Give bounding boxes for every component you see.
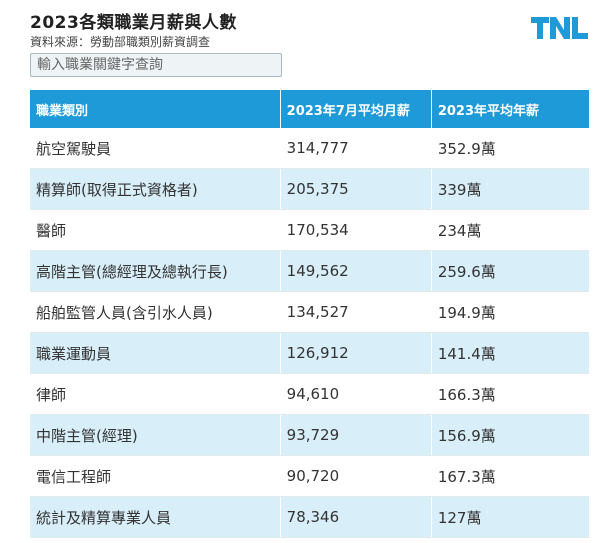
cell-occupation: 律師 [30,373,281,415]
cell-monthly: 314,777 [280,128,432,169]
table-row: 船舶監管人員(含引水人員) 134,527 194.9萬 [30,291,589,333]
table-row: 中階主管(經理) 93,729 156.9萬 [30,414,589,456]
cell-occupation: 電信工程師 [30,455,281,497]
cell-occupation: 船舶監管人員(含引水人員) [30,291,281,333]
cell-occupation: 高階主管(總經理及總執行長) [30,250,281,292]
cell-monthly: 90,720 [280,455,432,497]
cell-monthly: 78,346 [280,496,432,538]
cell-annual: 234萬 [431,209,589,251]
cell-annual: 141.4萬 [431,332,589,374]
cell-annual: 166.3萬 [431,373,589,415]
cell-occupation: 精算師(取得正式資格者) [30,168,281,210]
table-row: 電信工程師 90,720 167.3萬 [30,455,589,497]
cell-monthly: 205,375 [280,168,432,210]
table-header-row: 職業類別 2023年7月平均月薪 2023年平均年薪 [30,90,589,128]
pagination-hint [250,538,370,543]
cell-occupation: 中階主管(經理) [30,414,281,456]
column-header-monthly[interactable]: 2023年7月平均月薪 [280,90,432,128]
table-row: 職業運動員 126,912 141.4萬 [30,332,589,374]
cell-monthly: 134,527 [280,291,432,333]
cell-annual: 339萬 [431,168,589,210]
tnl-logo [531,17,588,39]
table-row: 航空駕駛員 314,777 352.9萬 [30,128,589,169]
cell-annual: 156.9萬 [431,414,589,456]
data-source: 資料來源：勞動部職類別薪資調查 [30,35,211,49]
table-row: 高階主管(總經理及總執行長) 149,562 259.6萬 [30,250,589,292]
search-input[interactable] [30,53,282,77]
column-header-occupation[interactable]: 職業類別 [30,90,281,128]
cell-occupation: 醫師 [30,209,281,251]
table-row: 精算師(取得正式資格者) 205,375 339萬 [30,168,589,210]
page-title: 2023各類職業月薪與人數 [30,13,237,33]
cell-occupation: 職業運動員 [30,332,281,374]
table-row: 醫師 170,534 234萬 [30,209,589,251]
column-header-annual[interactable]: 2023年平均年薪 [431,90,589,128]
cell-monthly: 94,610 [280,373,432,415]
cell-occupation: 統計及精算專業人員 [30,496,281,538]
table-row: 統計及精算專業人員 78,346 127萬 [30,496,589,538]
cell-monthly: 149,562 [280,250,432,292]
cell-annual: 194.9萬 [431,291,589,333]
cell-occupation: 航空駕駛員 [30,128,281,169]
salary-table: 職業類別 2023年7月平均月薪 2023年平均年薪 航空駕駛員 314,777… [30,90,589,538]
cell-annual: 167.3萬 [431,455,589,497]
table-row: 律師 94,610 166.3萬 [30,373,589,415]
cell-monthly: 170,534 [280,209,432,251]
cell-monthly: 126,912 [280,332,432,374]
cell-monthly: 93,729 [280,414,432,456]
cell-annual: 352.9萬 [431,128,589,169]
cell-annual: 127萬 [431,496,589,538]
cell-annual: 259.6萬 [431,250,589,292]
